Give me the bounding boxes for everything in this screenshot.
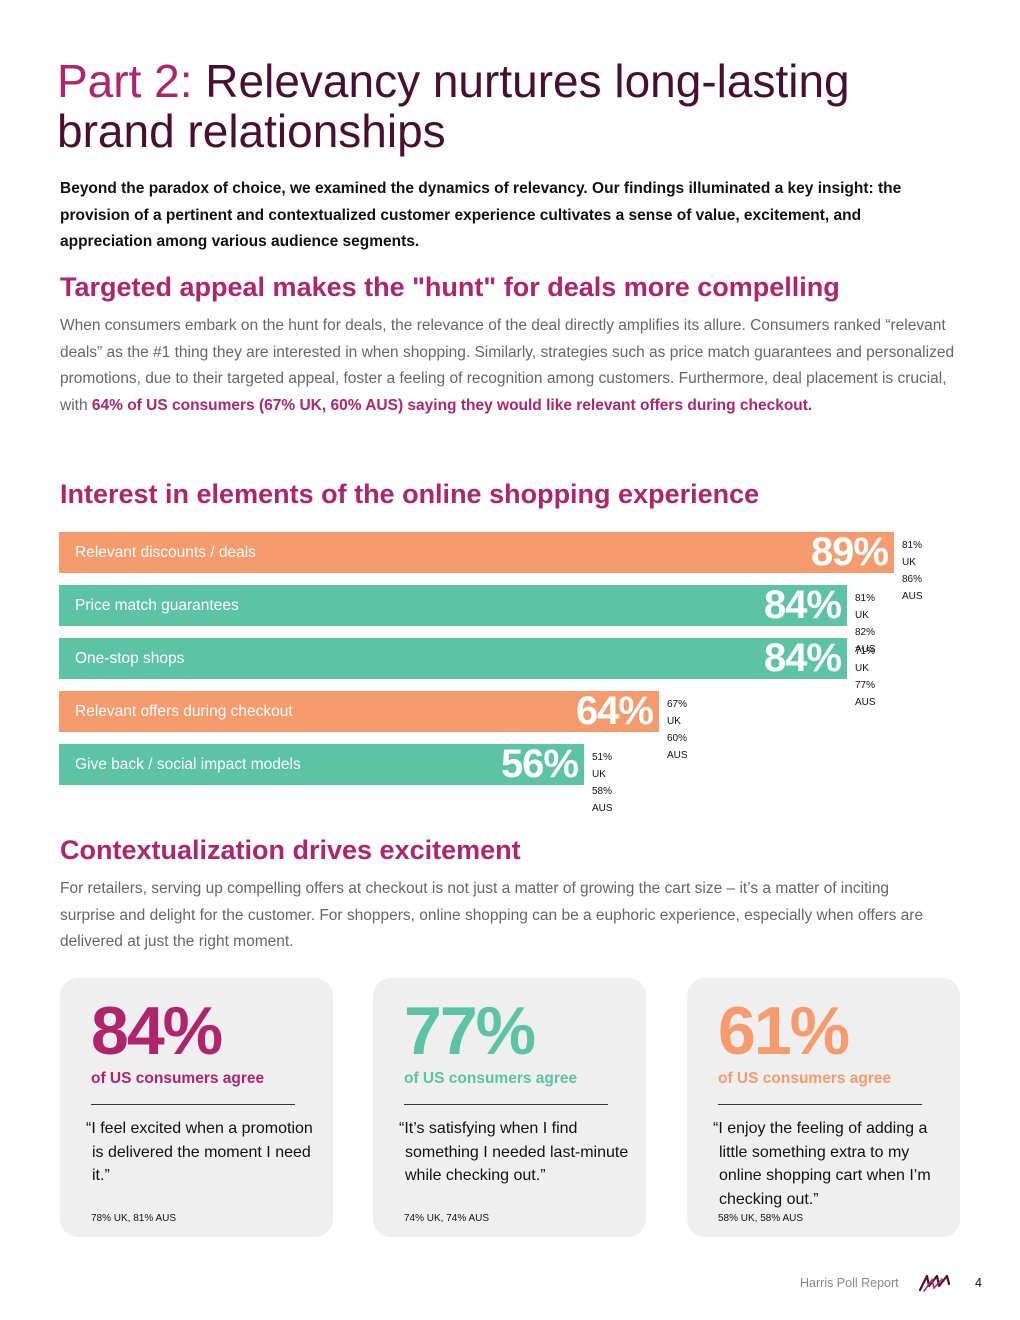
harris-poll-logo-icon <box>918 1273 954 1298</box>
card-divider <box>718 1104 922 1105</box>
stat-caption: of US consumers agree <box>91 1070 265 1087</box>
bar: Give back / social impact models 56% <box>59 744 584 785</box>
annotation-line: 71% UK <box>855 646 876 674</box>
annotation-line: 81% UK <box>855 593 876 621</box>
context-paragraph: For retailers, serving up compelling off… <box>60 880 924 951</box>
stat-card-satisfying: 77% of US consumers agree “It’s satisfyi… <box>373 978 646 1237</box>
stat-note: 78% UK, 81% AUS <box>91 1213 177 1224</box>
bar-value-label: 84% <box>763 583 842 627</box>
annotation-line: 51% UK <box>592 752 613 780</box>
intro-paragraph: Beyond the paradox of choice, we examine… <box>60 180 902 250</box>
stat-caption: of US consumers agree <box>404 1070 578 1087</box>
chart-heading: Interest in elements of the online shopp… <box>60 479 760 509</box>
annotation-line: 86% AUS <box>902 574 923 602</box>
bar-regional-annotation: 67% UK 60% AUS <box>667 696 688 764</box>
stat-value: 61% <box>718 993 850 1069</box>
bar: One-stop shops 84% <box>59 638 847 679</box>
bar-regional-annotation: 81% UK 82% AUS <box>855 590 876 658</box>
stat-card-enjoy: 61% of US consumers agree “I enjoy the f… <box>687 978 960 1237</box>
annotation-line: 58% AUS <box>592 786 613 814</box>
targeted-heading: Targeted appeal makes the "hunt" for dea… <box>60 272 840 302</box>
targeted-body: When consumers embark on the hunt for de… <box>60 317 955 414</box>
annotation-line: 77% AUS <box>855 680 876 708</box>
stat-note: 74% UK, 74% AUS <box>404 1213 490 1224</box>
targeted-paragraph: When consumers embark on the hunt for de… <box>60 313 960 419</box>
bar-label: Price match guarantees <box>75 596 239 614</box>
context-heading: Contextualization drives excitement <box>60 835 521 865</box>
footer-report-name: Harris Poll Report <box>800 1276 899 1290</box>
bar-label: Give back / social impact models <box>75 755 301 773</box>
stat-quote: “I enjoy the feeling of adding a little … <box>713 1120 931 1208</box>
annotation-line: 60% AUS <box>667 733 688 761</box>
bar-regional-annotation: 71% UK 77% AUS <box>855 643 876 711</box>
bar-label: Relevant offers during checkout <box>75 702 293 720</box>
stat-value: 84% <box>91 993 223 1069</box>
stat-note: 58% UK, 58% AUS <box>718 1213 804 1224</box>
bar-regional-annotation: 51% UK 58% AUS <box>592 749 613 817</box>
annotation-line: 81% UK <box>902 540 923 568</box>
page-title-text: Relevancy nurtures long-lasting brand re… <box>57 55 850 157</box>
bar: Price match guarantees 84% <box>59 585 847 626</box>
bar-value-label: 64% <box>575 689 654 733</box>
annotation-line: 82% AUS <box>855 627 876 655</box>
bar-label: One-stop shops <box>75 649 185 667</box>
card-divider <box>404 1104 608 1105</box>
page-number: 4 <box>975 1276 982 1290</box>
bar: Relevant offers during checkout 64% <box>59 691 659 732</box>
stat-card-excited: 84% of US consumers agree “I feel excite… <box>60 978 333 1237</box>
stat-value: 77% <box>404 993 536 1069</box>
page-title-part: Part 2: <box>57 55 193 107</box>
bar-value-label: 56% <box>500 742 579 786</box>
annotation-line: 67% UK <box>667 699 688 727</box>
stat-quote: “I feel excited when a promotion is deli… <box>86 1120 313 1184</box>
bar-value-label: 89% <box>810 530 889 574</box>
bar-regional-annotation: 81% UK 86% AUS <box>902 537 923 605</box>
bar: Relevant discounts / deals 89% <box>59 532 894 573</box>
card-divider <box>91 1104 295 1105</box>
targeted-highlight: 64% of US consumers (67% UK, 60% AUS) sa… <box>91 396 813 414</box>
bar-value-label: 84% <box>763 636 842 680</box>
stat-quote: “It’s satisfying when I find something I… <box>399 1120 629 1184</box>
page-title: Part 2: Relevancy nurtures long-lasting … <box>57 56 957 156</box>
bar-label: Relevant discounts / deals <box>75 543 256 561</box>
stat-caption: of US consumers agree <box>718 1070 892 1087</box>
